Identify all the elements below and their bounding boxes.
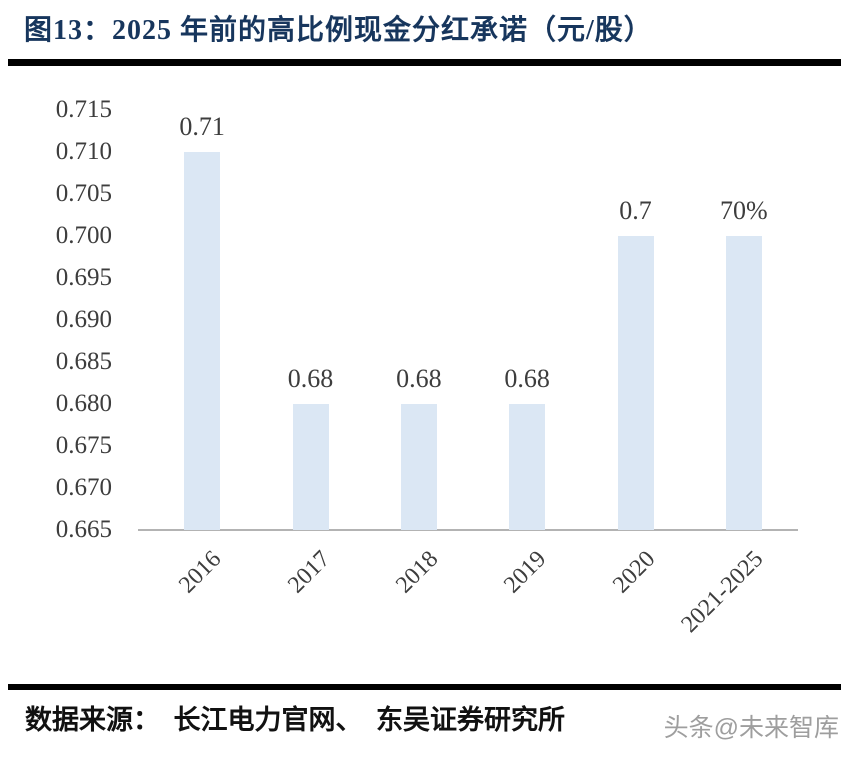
bar-value-label: 0.68 xyxy=(287,364,334,393)
y-tick-label: 0.670 xyxy=(55,474,112,501)
x-tick-label: 2019 xyxy=(499,546,552,599)
bar-value-label: 70% xyxy=(719,196,768,225)
y-tick-label: 0.705 xyxy=(55,180,112,207)
bar-chart: 0.715 0.710 0.705 0.700 0.695 0.690 0.685 0.680… xyxy=(0,70,849,670)
y-tick-label: 0.710 xyxy=(55,138,112,165)
bar xyxy=(617,236,654,530)
bar xyxy=(292,404,329,530)
x-tick-label: 2020 xyxy=(607,546,660,599)
y-tick-label: 0.680 xyxy=(55,390,112,417)
y-tick-label: 0.700 xyxy=(55,222,112,249)
y-tick-label: 0.675 xyxy=(55,432,112,459)
bar-value-label: 0.68 xyxy=(396,364,442,393)
x-axis-line xyxy=(138,529,798,531)
watermark: 头条@未来智库 xyxy=(663,714,839,742)
bar xyxy=(725,236,762,530)
bar-value-label: 0.68 xyxy=(504,364,550,393)
x-tick-label: 2017 xyxy=(282,546,335,599)
y-tick-label: 0.715 xyxy=(55,96,112,123)
data-source-text: 数据来源： 长江电力官网、 东吴证券研究所 xyxy=(25,705,565,735)
footer-divider xyxy=(8,684,841,690)
y-tick-label: 0.690 xyxy=(55,306,112,333)
y-tick-label: 0.685 xyxy=(55,348,112,375)
bar-value-label: 0.71 xyxy=(179,112,225,141)
x-tick-label: 2016 xyxy=(174,546,227,599)
bar xyxy=(509,404,546,530)
x-tick-label: 2021-2025 xyxy=(676,546,769,638)
bar xyxy=(400,404,437,530)
title-divider xyxy=(8,59,841,66)
figure-title: 图13：2025 年前的高比例现金分红承诺（元/股） xyxy=(24,15,653,46)
x-tick-label: 2018 xyxy=(390,546,444,599)
y-tick-label: 0.665 xyxy=(55,516,112,543)
bar xyxy=(184,152,221,530)
bar-value-label: 0.7 xyxy=(619,196,652,225)
y-tick-label: 0.695 xyxy=(55,264,112,291)
